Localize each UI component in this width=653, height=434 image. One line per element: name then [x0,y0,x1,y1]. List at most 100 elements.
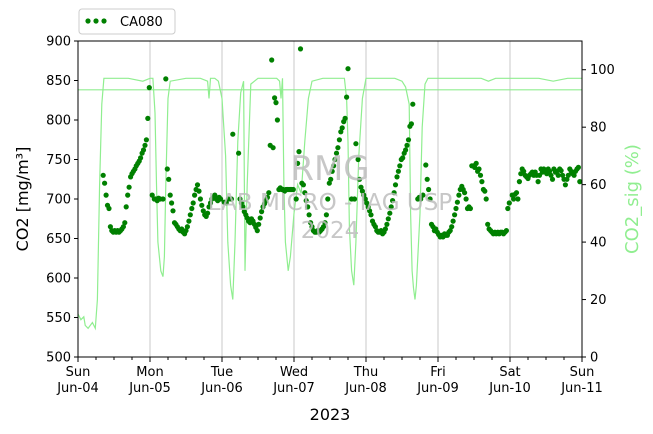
axes: 500 550 600 650 700 750 800 850 900 0 20 40 60 80 100 S… [46,35,615,397]
co2-point [359,188,365,194]
co2-point [123,204,129,210]
co2-point [472,164,478,170]
co2-point [228,196,234,202]
legend: CA080 [78,8,176,35]
legend-marker-dot [85,18,91,24]
co2-point [122,220,128,226]
co2-point [256,221,262,227]
co2-point [102,180,108,186]
co2-point [186,218,192,224]
y2-tick-label: 60 [590,178,607,193]
co2-point [403,147,409,153]
co2-point [192,192,198,198]
co2-point [418,196,424,202]
x-tick-label-date: Jun-04 [56,381,99,396]
co2-point [106,205,112,212]
co2-point [467,205,473,212]
co2-point [169,200,175,206]
x-tick-label-day: Mon [136,365,163,380]
co2-point [424,176,430,182]
co2-point [426,186,432,193]
sig-series [77,77,582,331]
co2-point [290,186,296,193]
co2-point [353,141,359,147]
co2-point [513,190,520,196]
x-tick-label-date: Jun-06 [200,381,243,396]
co2-point [308,220,314,226]
y-tick-label: 800 [46,114,71,129]
co2-point [555,172,561,178]
y-tick-label: 650 [46,232,71,247]
co2-point [143,137,149,143]
co2-point [197,196,203,202]
co2-point [103,192,109,198]
co2-point [190,200,196,206]
co2-point [361,192,367,198]
co2-point [269,57,275,63]
co2-point [205,210,211,216]
co2-point [293,196,299,202]
co2-point [364,200,370,206]
co2-point [145,115,151,121]
co2-point [362,196,368,202]
co2-point [223,200,229,206]
co2-point [184,224,190,230]
co2-point [562,182,569,188]
x-tick-label-date: Jun-09 [416,381,459,396]
co2-point [427,196,433,202]
co2-point [365,204,371,210]
co2-point [160,196,166,202]
co2-point [331,163,337,169]
co2-point [300,182,306,188]
co2-point [257,215,263,221]
co2-point [230,131,236,137]
co2-point [264,194,270,200]
co2-point [326,180,332,186]
co2-point [400,155,406,161]
co2-point [297,46,304,52]
x-tick-label-date: Jun-07 [272,381,315,396]
co2-point [236,150,242,156]
y-tick-label: 900 [46,35,71,50]
legend-marker-dot [93,18,99,24]
co2-point [462,190,468,196]
y2-tick-label: 100 [590,63,615,78]
co2-point [447,228,453,234]
co2-point [270,145,276,151]
x-tick-label-date: Jun-08 [344,381,387,396]
co2-point [535,179,541,185]
co2-point [547,168,553,174]
x-tick-label-day: Sun [570,365,595,380]
co2-point [295,160,301,166]
co2-point [167,192,173,198]
co2-point [296,149,302,155]
y-axis-label: CO2 [mg/m³] [13,147,32,252]
co2-point [510,196,517,202]
co2-point [170,208,176,214]
co2-point [149,192,155,198]
y-tick-label: 600 [46,272,71,287]
co2-point [483,196,489,202]
co2-point [408,121,414,127]
y2-axis-label: CO2_sig (%) [622,144,643,254]
co2-point [387,210,393,216]
co2-point [390,198,396,204]
watermark: RMG LAB MICRO - IAG USP 2024 [208,149,453,244]
co2-point [515,196,521,202]
co2-point [420,192,426,198]
legend-marker-dot [101,18,107,24]
co2-point [194,182,201,188]
co2-point [333,150,340,156]
co2-point [138,155,144,161]
co2-point [140,147,147,153]
co2-point [392,182,399,188]
co2-point [100,172,106,178]
co2-point [302,190,308,196]
x-tick-label-day: Wed [280,365,308,380]
co2-point [240,204,246,210]
co2-point [395,168,401,174]
co2-point [454,199,460,205]
co2-point [452,212,458,218]
y2-tick-label: 0 [590,351,598,366]
y-tick-label: 500 [46,351,71,366]
